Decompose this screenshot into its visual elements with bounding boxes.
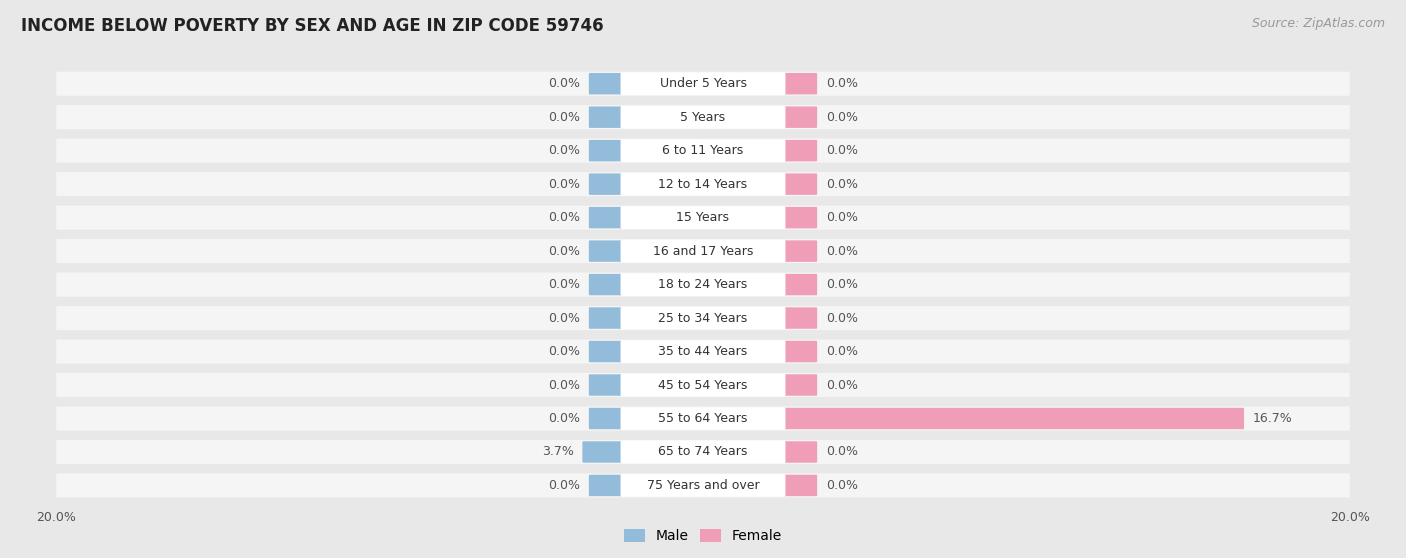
FancyBboxPatch shape	[702, 441, 817, 463]
Text: 0.0%: 0.0%	[825, 345, 858, 358]
FancyBboxPatch shape	[589, 73, 704, 94]
FancyBboxPatch shape	[582, 441, 704, 463]
FancyBboxPatch shape	[56, 406, 1350, 431]
Text: 0.0%: 0.0%	[825, 244, 858, 258]
Text: 65 to 74 Years: 65 to 74 Years	[658, 445, 748, 459]
FancyBboxPatch shape	[56, 272, 1350, 297]
FancyBboxPatch shape	[702, 475, 817, 496]
FancyBboxPatch shape	[620, 441, 786, 463]
Text: INCOME BELOW POVERTY BY SEX AND AGE IN ZIP CODE 59746: INCOME BELOW POVERTY BY SEX AND AGE IN Z…	[21, 17, 603, 35]
FancyBboxPatch shape	[56, 105, 1350, 129]
FancyBboxPatch shape	[702, 341, 817, 362]
Text: 0.0%: 0.0%	[548, 177, 581, 191]
FancyBboxPatch shape	[620, 206, 786, 229]
FancyBboxPatch shape	[589, 240, 704, 262]
FancyBboxPatch shape	[56, 239, 1350, 263]
FancyBboxPatch shape	[702, 274, 817, 295]
Text: 0.0%: 0.0%	[548, 77, 581, 90]
Text: 0.0%: 0.0%	[825, 311, 858, 325]
Text: 0.0%: 0.0%	[548, 311, 581, 325]
FancyBboxPatch shape	[620, 106, 786, 128]
FancyBboxPatch shape	[589, 374, 704, 396]
FancyBboxPatch shape	[589, 307, 704, 329]
Text: 16 and 17 Years: 16 and 17 Years	[652, 244, 754, 258]
Text: 0.0%: 0.0%	[548, 211, 581, 224]
Text: 0.0%: 0.0%	[548, 479, 581, 492]
FancyBboxPatch shape	[702, 140, 817, 161]
Text: 3.7%: 3.7%	[541, 445, 574, 459]
Text: 0.0%: 0.0%	[548, 378, 581, 392]
FancyBboxPatch shape	[702, 207, 817, 228]
FancyBboxPatch shape	[56, 339, 1350, 364]
Text: 0.0%: 0.0%	[548, 144, 581, 157]
FancyBboxPatch shape	[702, 73, 817, 94]
FancyBboxPatch shape	[620, 173, 786, 195]
Text: 35 to 44 Years: 35 to 44 Years	[658, 345, 748, 358]
Text: 15 Years: 15 Years	[676, 211, 730, 224]
FancyBboxPatch shape	[702, 374, 817, 396]
FancyBboxPatch shape	[56, 440, 1350, 464]
FancyBboxPatch shape	[56, 306, 1350, 330]
Text: 16.7%: 16.7%	[1253, 412, 1292, 425]
FancyBboxPatch shape	[620, 407, 786, 430]
Text: 0.0%: 0.0%	[825, 77, 858, 90]
FancyBboxPatch shape	[620, 140, 786, 162]
FancyBboxPatch shape	[702, 240, 817, 262]
FancyBboxPatch shape	[589, 140, 704, 161]
FancyBboxPatch shape	[56, 71, 1350, 96]
FancyBboxPatch shape	[56, 205, 1350, 230]
Text: 0.0%: 0.0%	[548, 278, 581, 291]
Text: 75 Years and over: 75 Years and over	[647, 479, 759, 492]
Text: 0.0%: 0.0%	[825, 177, 858, 191]
Text: 18 to 24 Years: 18 to 24 Years	[658, 278, 748, 291]
Text: 5 Years: 5 Years	[681, 110, 725, 124]
Text: 0.0%: 0.0%	[825, 110, 858, 124]
FancyBboxPatch shape	[589, 341, 704, 362]
FancyBboxPatch shape	[56, 172, 1350, 196]
FancyBboxPatch shape	[620, 240, 786, 262]
Text: 20.0%: 20.0%	[37, 511, 76, 523]
Text: Source: ZipAtlas.com: Source: ZipAtlas.com	[1251, 17, 1385, 30]
FancyBboxPatch shape	[702, 107, 817, 128]
Text: 0.0%: 0.0%	[548, 244, 581, 258]
Text: 12 to 14 Years: 12 to 14 Years	[658, 177, 748, 191]
FancyBboxPatch shape	[589, 274, 704, 295]
Text: 0.0%: 0.0%	[825, 378, 858, 392]
FancyBboxPatch shape	[56, 373, 1350, 397]
Text: 0.0%: 0.0%	[548, 412, 581, 425]
FancyBboxPatch shape	[589, 174, 704, 195]
FancyBboxPatch shape	[620, 374, 786, 396]
Text: 0.0%: 0.0%	[825, 144, 858, 157]
Text: 0.0%: 0.0%	[548, 345, 581, 358]
Text: 0.0%: 0.0%	[548, 110, 581, 124]
Text: 6 to 11 Years: 6 to 11 Years	[662, 144, 744, 157]
FancyBboxPatch shape	[620, 474, 786, 497]
Text: 0.0%: 0.0%	[825, 445, 858, 459]
FancyBboxPatch shape	[589, 107, 704, 128]
FancyBboxPatch shape	[620, 307, 786, 329]
FancyBboxPatch shape	[589, 475, 704, 496]
Text: 45 to 54 Years: 45 to 54 Years	[658, 378, 748, 392]
FancyBboxPatch shape	[702, 307, 817, 329]
Text: 0.0%: 0.0%	[825, 479, 858, 492]
Text: 55 to 64 Years: 55 to 64 Years	[658, 412, 748, 425]
FancyBboxPatch shape	[56, 138, 1350, 163]
Text: 0.0%: 0.0%	[825, 211, 858, 224]
FancyBboxPatch shape	[56, 473, 1350, 498]
FancyBboxPatch shape	[620, 273, 786, 296]
FancyBboxPatch shape	[620, 73, 786, 95]
Text: 20.0%: 20.0%	[1330, 511, 1369, 523]
Legend: Male, Female: Male, Female	[624, 529, 782, 543]
FancyBboxPatch shape	[702, 408, 1244, 429]
FancyBboxPatch shape	[620, 340, 786, 363]
FancyBboxPatch shape	[589, 408, 704, 429]
Text: Under 5 Years: Under 5 Years	[659, 77, 747, 90]
Text: 25 to 34 Years: 25 to 34 Years	[658, 311, 748, 325]
Text: 0.0%: 0.0%	[825, 278, 858, 291]
FancyBboxPatch shape	[589, 207, 704, 228]
FancyBboxPatch shape	[702, 174, 817, 195]
